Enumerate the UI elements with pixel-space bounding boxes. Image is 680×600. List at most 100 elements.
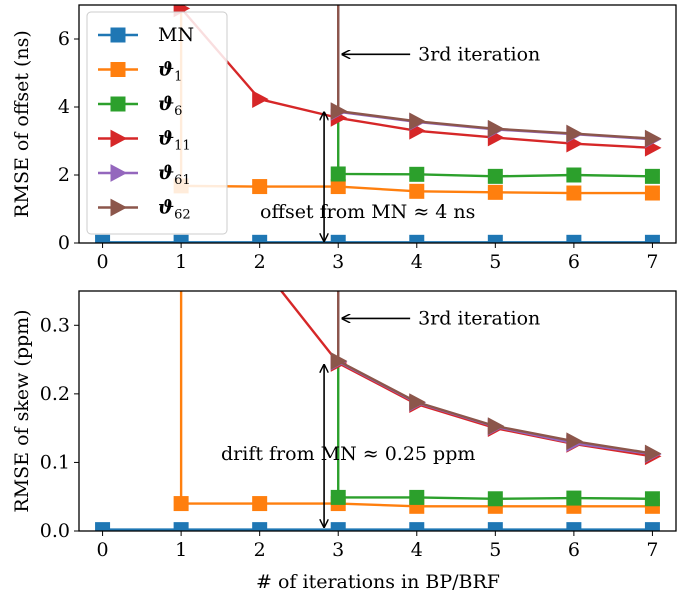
- legend-entry: ϑ6: [98, 93, 182, 119]
- data-point: [409, 522, 425, 531]
- offset-panel: 0 1 2 3 4 5 6 7 0 2 4 6 3rd iteration offset from MN …: [58, 4, 677, 273]
- data-point: [566, 185, 582, 201]
- legend-marker: [110, 96, 126, 112]
- data-point: [330, 102, 348, 120]
- x-tick-label: 2: [254, 251, 266, 273]
- legend: MN ϑ1 ϑ6 ϑ11 ϑ61 ϑ62: [86, 11, 228, 235]
- series-line: [337, 291, 653, 500]
- x-tick-label: 3: [332, 251, 344, 273]
- x-axis-label: # of iterations in BP/BRF: [256, 571, 500, 593]
- data-point: [487, 234, 503, 243]
- data-point: [487, 522, 503, 531]
- data-point: [644, 168, 660, 184]
- drift-label: drift from MN ≈ 0.25 ppm: [221, 443, 475, 465]
- plot-frame: [78, 290, 677, 532]
- series-line: [337, 291, 653, 455]
- data-point: [95, 522, 111, 531]
- data-point: [409, 183, 425, 199]
- data-point: [487, 417, 505, 435]
- data-point: [487, 168, 503, 184]
- x-tick-label: 1: [175, 539, 187, 561]
- data-point: [409, 166, 425, 182]
- data-point: [252, 90, 269, 109]
- data-point: [644, 522, 660, 531]
- data-point: [644, 491, 660, 507]
- drift-label: offset from MN ≈ 4 ns: [260, 201, 475, 223]
- data-point: [644, 444, 662, 463]
- x-tick-label: 4: [411, 251, 423, 273]
- data-point: [330, 522, 346, 531]
- x-tick-label: 6: [568, 251, 580, 273]
- iteration-label: 3rd iteration: [418, 43, 540, 65]
- data-point: [330, 166, 346, 182]
- x-tick-label: 7: [646, 251, 658, 273]
- data-point: [487, 119, 505, 138]
- legend-label: ϑ62: [158, 197, 191, 223]
- data-point: [173, 522, 189, 531]
- data-point: [95, 234, 111, 243]
- series-line: [179, 291, 653, 508]
- data-point: [252, 522, 268, 531]
- data-point: [566, 490, 582, 506]
- legend-marker: [110, 198, 128, 217]
- y-tick-label: 0: [58, 232, 70, 254]
- x-tick-label: 1: [175, 251, 187, 273]
- x-tick-label: 6: [568, 539, 580, 561]
- legend-box: [86, 11, 228, 235]
- y-tick-label: 0.1: [40, 451, 70, 473]
- y-tick-label: 2: [58, 164, 70, 186]
- legend-label: ϑ1: [158, 59, 182, 85]
- y-tick-label: 0.3: [40, 314, 70, 336]
- legend-label: MN: [158, 24, 194, 46]
- y-tick-label: 6: [58, 28, 70, 50]
- y-tick-label: 4: [58, 96, 70, 118]
- y-tick-label: 0.0: [40, 520, 70, 542]
- data-point: [644, 185, 660, 201]
- skew-y-axis-label: RMSE of skew (ppm): [11, 309, 33, 512]
- legend-entry: ϑ11: [98, 128, 191, 154]
- legend-entry: ϑ61: [98, 162, 191, 188]
- data-point: [330, 179, 346, 195]
- legend-marker: [110, 27, 126, 43]
- data-point: [644, 129, 662, 148]
- x-tick-label: 0: [97, 251, 109, 273]
- data-point: [566, 124, 583, 143]
- data-point: [173, 496, 189, 512]
- data-point: [409, 489, 425, 505]
- iteration-label: 3rd iteration: [418, 307, 540, 329]
- data-point: [644, 234, 660, 243]
- legend-marker: [110, 62, 126, 77]
- offset-y-axis-label: RMSE of offset (ns): [11, 30, 33, 218]
- legend-entry: ϑ1: [98, 59, 182, 85]
- data-point: [252, 496, 268, 512]
- series-line: [179, 5, 653, 195]
- data-point: [330, 352, 348, 370]
- data-point: [409, 234, 425, 243]
- legend-marker: [110, 164, 128, 182]
- legend-label: ϑ11: [158, 128, 191, 154]
- x-tick-label: 2: [254, 539, 266, 561]
- data-point: [487, 184, 503, 200]
- x-tick-label: 7: [646, 539, 658, 561]
- plot-frame: [78, 4, 677, 244]
- legend-label: ϑ6: [158, 93, 182, 119]
- data-point: [330, 234, 346, 243]
- series-group: [95, 291, 662, 531]
- legend-entry: ϑ62: [98, 197, 191, 223]
- data-point: [566, 522, 582, 531]
- x-tick-label: 5: [489, 251, 501, 273]
- x-tick-label: 0: [97, 539, 109, 561]
- legend-label: ϑ61: [158, 162, 191, 188]
- data-point: [252, 234, 268, 243]
- x-tick-label: 3: [332, 539, 344, 561]
- x-tick-label: 5: [489, 539, 501, 561]
- data-point: [173, 234, 189, 243]
- data-point: [330, 489, 346, 505]
- skew-panel: 0 1 2 3 4 5 6 7 0.0 0.1 0.2 0.3 3rd iteration drift f…: [40, 290, 677, 561]
- data-point: [409, 393, 426, 411]
- data-point: [409, 112, 426, 131]
- legend-entry: MN: [98, 24, 194, 46]
- data-point: [566, 167, 582, 183]
- data-point: [566, 432, 583, 451]
